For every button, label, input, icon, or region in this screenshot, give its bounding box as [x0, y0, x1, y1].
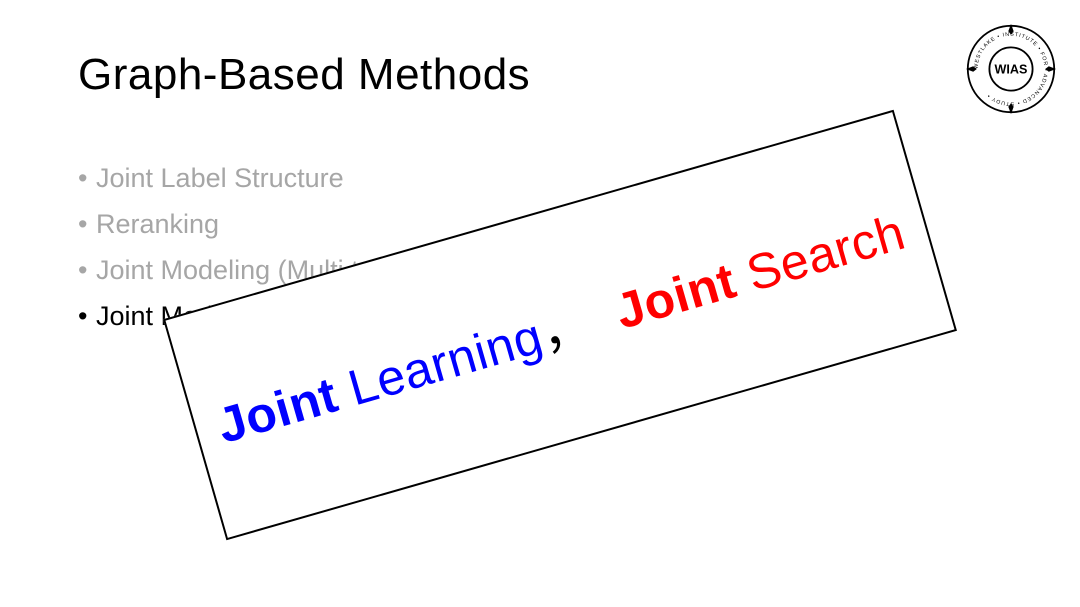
- overlay-joint1: Joint: [211, 366, 344, 453]
- overlay-joint2: Joint: [609, 252, 742, 339]
- bullet-item: •Reranking: [78, 201, 410, 247]
- overlay-search: Search: [727, 204, 911, 306]
- overlay-learning: Learning: [328, 308, 548, 421]
- bullet-text: Joint Label Structure: [96, 163, 344, 193]
- slide: WESTLAKE • INSTITUTE • FOR • ADVANCED • …: [0, 0, 1080, 607]
- slide-title: Graph-Based Methods: [78, 50, 530, 100]
- wias-logo: WESTLAKE • INSTITUTE • FOR • ADVANCED • …: [966, 24, 1056, 114]
- logo-acronym: WIAS: [995, 63, 1028, 77]
- bullet-text: Reranking: [96, 209, 219, 239]
- bullet-item: •Joint Label Structure: [78, 155, 410, 201]
